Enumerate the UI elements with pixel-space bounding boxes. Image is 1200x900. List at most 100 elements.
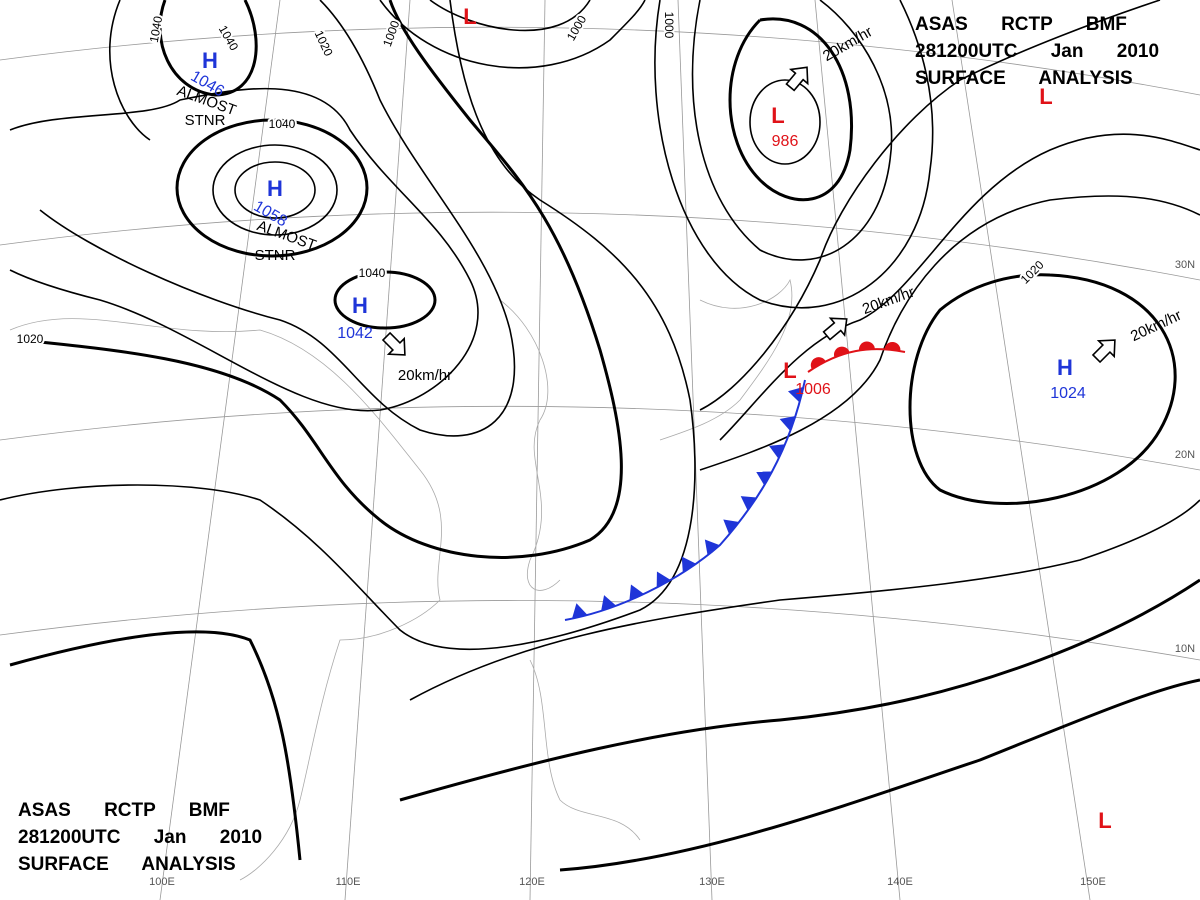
isobar	[559, 678, 1200, 872]
meridian	[344, 0, 411, 900]
parallel	[0, 26, 1200, 96]
header-line: SURFACE ANALYSIS	[18, 854, 236, 875]
header-line: ASAS RCTP BMF	[915, 14, 1127, 35]
motion-arrow	[822, 317, 848, 341]
isobar	[158, 0, 258, 97]
warm-front-semicircle	[810, 357, 826, 370]
coastlines	[9, 278, 793, 881]
pressure-value: 1006	[795, 381, 831, 398]
pressure-center: H	[267, 176, 283, 201]
isobar	[654, 0, 934, 309]
header-line: ASAS RCTP BMF	[18, 800, 230, 821]
cold-front-triangle	[723, 519, 740, 535]
cold-front-triangle	[601, 595, 617, 611]
pressure-center: L	[771, 103, 784, 128]
isobar	[9, 630, 302, 861]
isobar	[699, 195, 1200, 471]
isobar-label: 1000	[662, 12, 676, 39]
header-line: SURFACE ANALYSIS	[915, 68, 1133, 89]
meridian	[951, 0, 1091, 900]
coastline	[9, 318, 442, 881]
isobar	[691, 0, 893, 261]
isobar	[175, 118, 369, 258]
front-symbols	[571, 341, 901, 619]
parallel	[0, 405, 1200, 471]
pressure-value: 1042	[337, 325, 373, 342]
isobar	[0, 0, 696, 651]
motion-arrow	[1091, 339, 1116, 364]
coastline	[499, 299, 561, 591]
meridian	[529, 0, 546, 900]
parallel	[0, 600, 1200, 661]
isobar	[379, 0, 646, 69]
warm-front-semicircle	[858, 341, 875, 351]
isobar-label: 1020	[17, 332, 44, 346]
coastline	[529, 659, 641, 841]
motion-label: 20km/hr	[398, 367, 452, 384]
motion-arrow	[381, 331, 406, 356]
pressure-center: H	[1057, 355, 1073, 380]
isobar	[333, 270, 437, 330]
isobar	[429, 0, 591, 32]
isobar	[699, 0, 1161, 411]
header-line: 281200UTC Jan 2010	[18, 827, 262, 848]
stationary-label: STNR	[185, 112, 226, 129]
grid-label: 140E	[887, 876, 913, 888]
parallel	[0, 211, 1200, 281]
isobar	[728, 17, 853, 202]
isobar	[19, 0, 623, 559]
header-line: 281200UTC Jan 2010	[915, 41, 1159, 62]
cold-front-triangle	[787, 386, 804, 403]
isobar	[9, 87, 479, 412]
cold-front-triangle	[656, 571, 671, 588]
grid-label: 100E	[149, 876, 175, 888]
cold-front-triangle	[769, 444, 786, 459]
isobar	[908, 273, 1177, 505]
cold-front-triangle	[629, 584, 644, 601]
grid-label: 120E	[519, 876, 545, 888]
isobars	[0, 0, 1200, 872]
pressure-value: 1024	[1050, 385, 1086, 402]
isobar	[719, 133, 1200, 441]
isobar	[234, 161, 316, 219]
pressure-center: H	[352, 293, 368, 318]
cold-front-triangle	[571, 603, 588, 619]
isobar-label: 1040	[147, 15, 165, 44]
pressure-center: L	[463, 4, 476, 29]
grid-label: 130E	[699, 876, 725, 888]
grid-label: 20N	[1175, 449, 1195, 461]
grid-label: 10N	[1175, 643, 1195, 655]
warm-front-semicircle	[833, 346, 850, 358]
coastline	[659, 278, 793, 441]
cold-front-triangle	[756, 471, 773, 486]
isobar	[109, 0, 151, 141]
isobar	[409, 499, 1200, 701]
grid-label: 30N	[1175, 259, 1195, 271]
warm-front	[807, 348, 906, 373]
isobar-label: 1040	[359, 266, 386, 280]
stationary-label: STNR	[255, 247, 296, 264]
grid-label: 150E	[1080, 876, 1106, 888]
cold-front-triangle	[779, 416, 796, 432]
pressure-center: L	[783, 358, 796, 383]
pressure-center: L	[1098, 808, 1111, 833]
cold-front-triangle	[704, 539, 720, 556]
cold-front	[564, 379, 806, 621]
isobar-label: 1040	[269, 117, 296, 131]
meridian	[159, 0, 281, 900]
isobar	[212, 144, 338, 236]
meridian	[814, 0, 901, 900]
motion-arrow	[785, 66, 809, 92]
cold-front-triangle	[681, 556, 697, 573]
pressure-center: L	[1039, 84, 1052, 109]
warm-front-semicircle	[884, 341, 901, 351]
isobar	[749, 79, 821, 165]
cold-front-triangle	[740, 496, 757, 511]
isobar	[399, 578, 1200, 802]
grid-label: 110E	[336, 876, 361, 888]
isobar	[39, 0, 516, 437]
pressure-value: 986	[772, 133, 799, 150]
